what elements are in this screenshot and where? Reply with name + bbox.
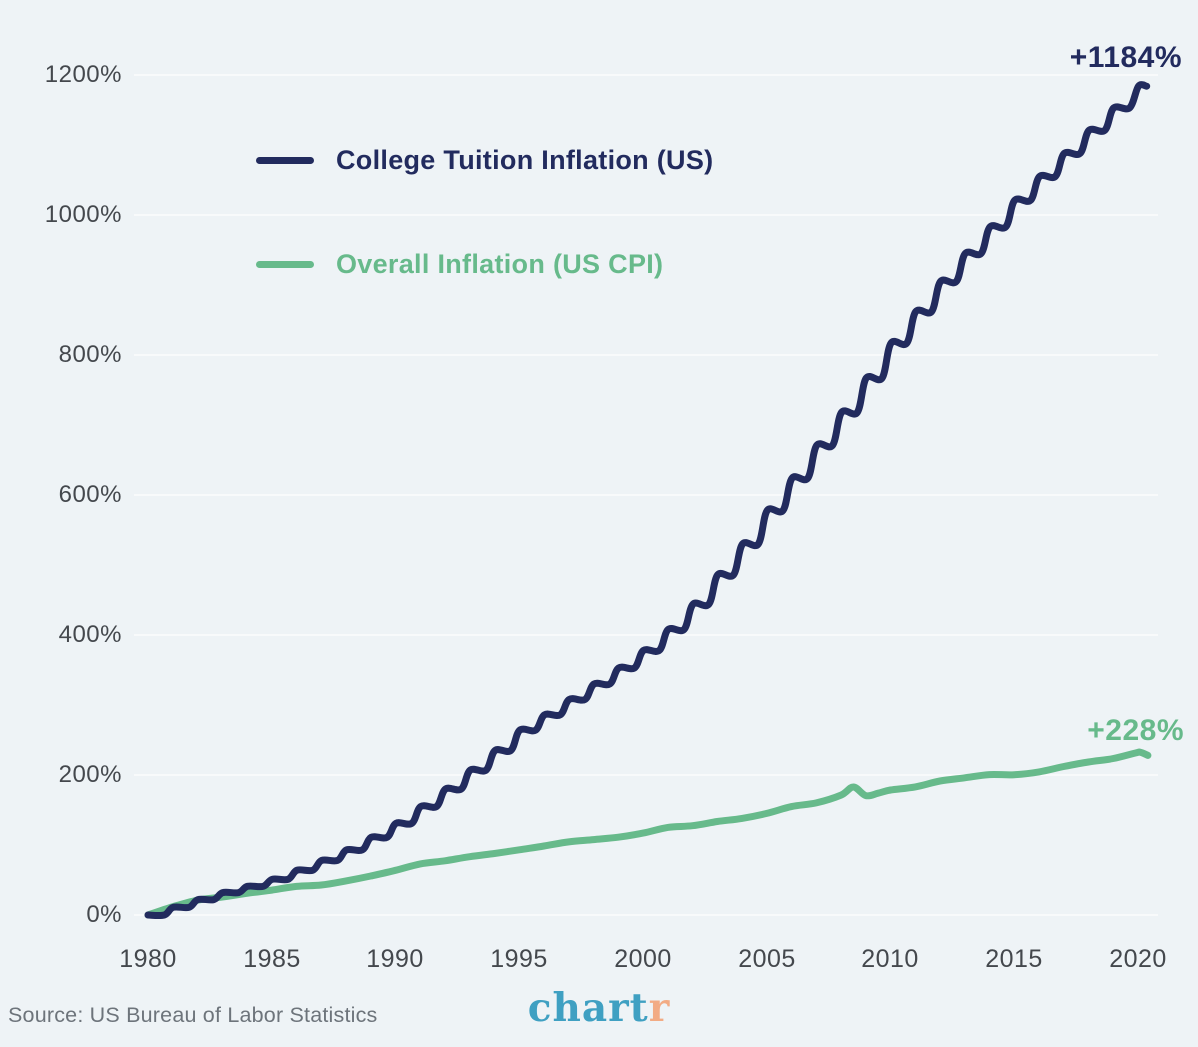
x-tick-label: 1990	[366, 945, 424, 973]
chartr-logo: chartr	[0, 986, 1198, 1030]
chartr-logo-accent: r	[648, 985, 671, 1031]
x-tick-label: 1980	[119, 945, 177, 973]
legend-item-cpi: Overall Inflation (US CPI)	[256, 242, 663, 286]
cpi-line	[144, 748, 1152, 919]
x-tick-label: 2005	[738, 945, 796, 973]
chartr-logo-main: chart	[527, 985, 649, 1031]
x-tick-label: 2015	[985, 945, 1043, 973]
tuition-end-value-label: +1184%	[1069, 41, 1182, 74]
y-tick-label: 400%	[58, 621, 122, 648]
legend-label-tuition: College Tuition Inflation (US)	[336, 144, 714, 175]
x-tick-label: 2000	[614, 945, 672, 973]
x-tick-label: 2010	[861, 945, 919, 973]
legend-item-tuition: College Tuition Inflation (US)	[256, 138, 713, 182]
y-tick-label: 1000%	[44, 201, 122, 228]
source-attribution: Source: US Bureau of Labor Statistics	[8, 1003, 378, 1027]
cpi-line-swatch	[256, 260, 314, 268]
x-tick-label: 1995	[490, 945, 548, 973]
tuition-line	[144, 81, 1151, 920]
tuition-line-swatch	[256, 156, 314, 164]
y-tick-label: 200%	[58, 761, 122, 788]
y-tick-label: 800%	[58, 341, 122, 368]
legend-label-cpi: Overall Inflation (US CPI)	[336, 248, 664, 279]
y-tick-label: 0%	[86, 901, 122, 928]
x-tick-label: 1985	[243, 945, 301, 973]
x-tick-label: 2020	[1109, 945, 1167, 973]
y-tick-label: 600%	[58, 481, 122, 508]
y-tick-label: 1200%	[44, 61, 122, 88]
cpi-end-value-label: +228%	[1087, 714, 1184, 747]
